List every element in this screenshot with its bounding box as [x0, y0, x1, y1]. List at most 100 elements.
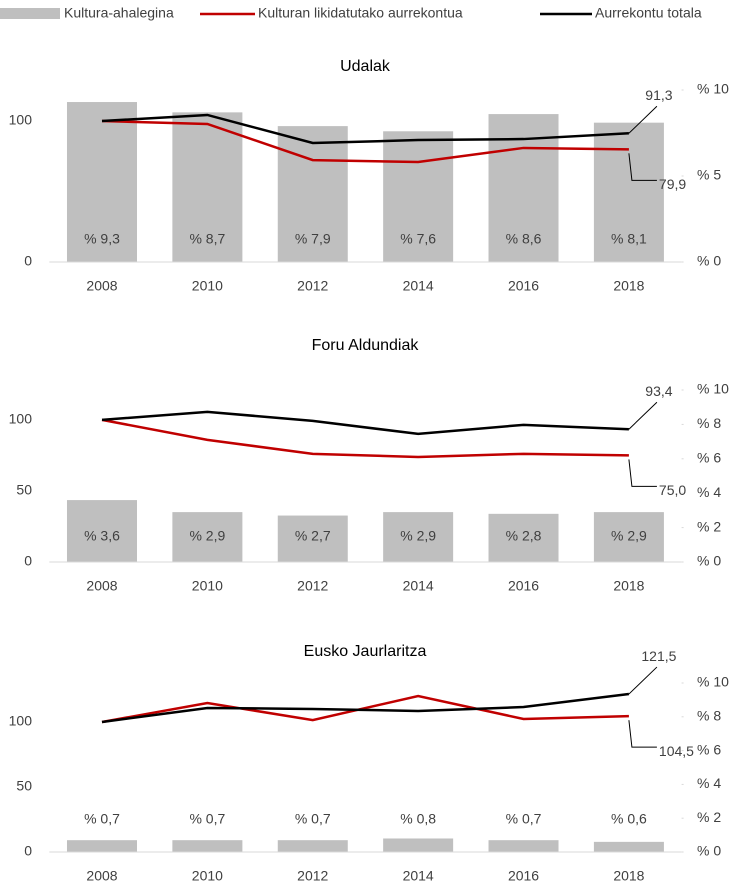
label-leader [628, 401, 658, 430]
bar [383, 512, 454, 562]
y2-tick-label: % 0 [697, 843, 721, 859]
x-tick-label: 2018 [613, 278, 644, 294]
bar [383, 838, 454, 852]
label-leader [628, 459, 657, 487]
y2-tick-label: % 2 [697, 809, 721, 825]
value-label: 75,0 [659, 482, 686, 498]
y2-tick-label: % 4 [697, 775, 721, 791]
bar-label: % 0,7 [295, 811, 331, 827]
bar-label: % 8,7 [189, 231, 225, 247]
bar [277, 126, 348, 263]
y2-tick-label: % 2 [697, 518, 721, 534]
bar [66, 840, 137, 852]
y-tick-label: 100 [9, 713, 33, 729]
bar [488, 840, 559, 852]
bar-label: % 8,6 [506, 231, 542, 247]
bar [277, 515, 348, 562]
chart-title: Foru Aldundiak [312, 337, 420, 354]
bar-label: % 0,6 [611, 811, 647, 827]
y2-tick-label: % 0 [697, 553, 721, 569]
bar [172, 512, 243, 562]
bar [66, 500, 137, 562]
bar [593, 122, 664, 263]
x-tick-label: 2016 [508, 578, 539, 594]
x-tick-label: 2012 [297, 278, 328, 294]
line-series [101, 418, 629, 459]
bar-label: % 0,7 [189, 811, 225, 827]
y2-tick-label: % 6 [697, 741, 721, 757]
y2-tick-label: % 0 [697, 253, 721, 269]
bar-label: % 0,7 [506, 811, 542, 827]
value-label: 91,3 [645, 87, 672, 103]
label-leader [628, 153, 657, 181]
x-tick-label: 2018 [613, 868, 644, 883]
bar [172, 112, 243, 262]
x-tick-label: 2012 [297, 578, 328, 594]
bar-label: % 8,1 [611, 231, 647, 247]
y2-tick-label: % 10 [697, 674, 729, 690]
bar [593, 512, 664, 562]
bar-label: % 3,6 [84, 528, 120, 544]
bar [383, 131, 454, 262]
value-label: 79,9 [659, 176, 686, 192]
y-tick-label: 100 [9, 411, 33, 427]
y2-tick-label: % 5 [697, 167, 721, 183]
bar [488, 513, 559, 562]
bar-label: % 2,9 [400, 528, 436, 544]
bar [66, 102, 137, 262]
bar [593, 841, 664, 852]
line-series [101, 119, 629, 164]
x-tick-label: 2008 [86, 578, 117, 594]
legend-label: Kultura-ahalegina [64, 5, 174, 21]
x-tick-label: 2014 [403, 868, 434, 883]
x-tick-label: 2012 [297, 868, 328, 883]
bar-label: % 0,8 [400, 811, 436, 827]
x-tick-label: 2014 [403, 578, 434, 594]
x-tick-label: 2010 [192, 278, 223, 294]
chart-title: Udalak [340, 58, 391, 75]
x-tick-label: 2010 [192, 868, 223, 883]
chart-title: Eusko Jaurlaritza [304, 643, 427, 660]
label-leader [628, 105, 658, 134]
value-label: 104,5 [659, 743, 694, 759]
bar-label: % 2,9 [611, 528, 647, 544]
y2-tick-label: % 8 [697, 708, 721, 724]
y-tick-label: 0 [24, 253, 32, 269]
bar-label: % 7,6 [400, 231, 436, 247]
bar [172, 840, 243, 852]
bar [277, 840, 348, 852]
y2-tick-label: % 10 [697, 81, 729, 97]
y2-tick-label: % 6 [697, 450, 721, 466]
line-series [101, 410, 629, 436]
legend-label: Kulturan likidatutako aurrekontua [258, 5, 463, 21]
value-label: 121,5 [641, 648, 676, 664]
x-tick-label: 2008 [86, 868, 117, 883]
y2-tick-label: % 10 [697, 381, 729, 397]
y-tick-label: 0 [24, 843, 32, 859]
x-tick-label: 2018 [613, 578, 644, 594]
label-leader [628, 666, 658, 695]
line-series [101, 692, 630, 724]
y-tick-label: 50 [16, 778, 32, 794]
bar-label: % 2,7 [295, 528, 331, 544]
x-tick-label: 2014 [403, 278, 434, 294]
legend-label: Aurrekontu totala [595, 5, 702, 21]
x-tick-label: 2016 [508, 868, 539, 883]
label-leader [628, 720, 657, 748]
line-series [101, 113, 629, 145]
x-tick-label: 2016 [508, 278, 539, 294]
y2-tick-label: % 4 [697, 484, 721, 500]
bar-label: % 9,3 [84, 231, 120, 247]
bar-label: % 7,9 [295, 231, 331, 247]
y2-tick-label: % 8 [697, 415, 721, 431]
x-tick-label: 2010 [192, 578, 223, 594]
line-series [101, 694, 629, 724]
value-label: 93,4 [645, 383, 672, 399]
bar-label: % 2,9 [189, 528, 225, 544]
bar-label: % 2,8 [506, 528, 542, 544]
y-tick-label: 100 [9, 112, 33, 128]
x-tick-label: 2008 [86, 278, 117, 294]
y-tick-label: 0 [24, 553, 32, 569]
legend-swatch [0, 8, 60, 19]
